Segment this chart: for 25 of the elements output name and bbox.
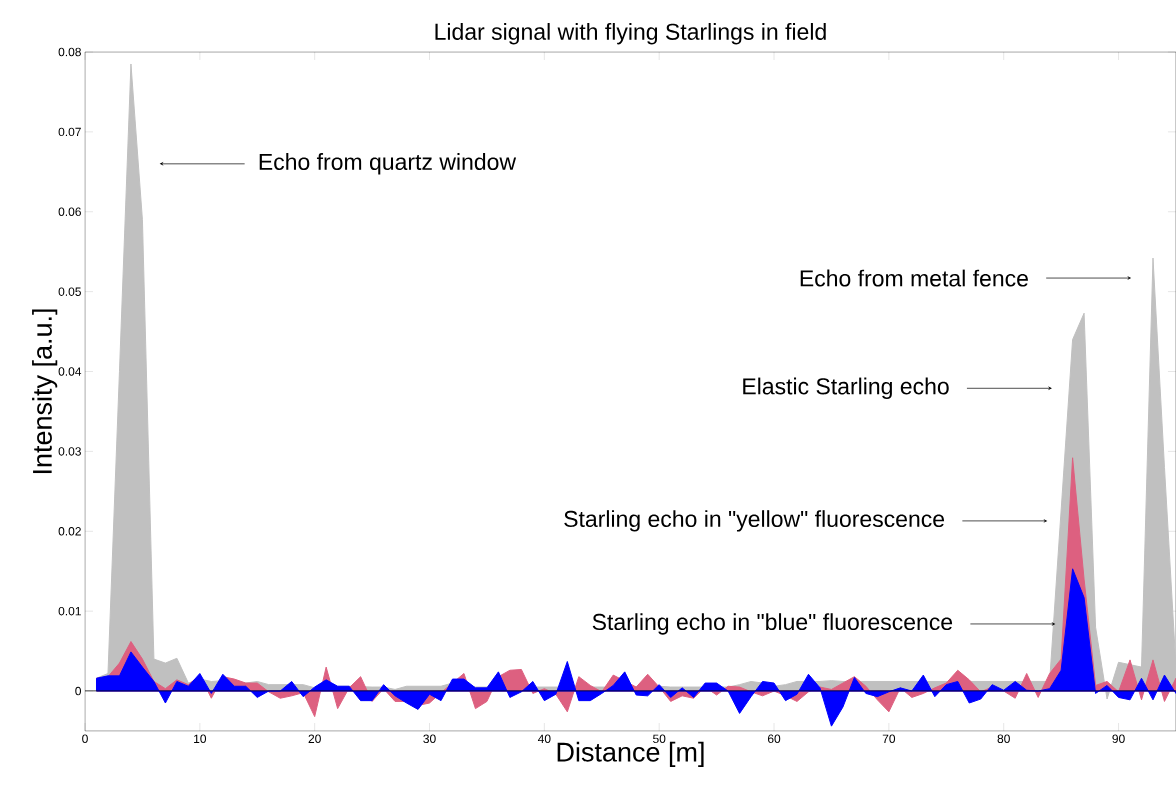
y-tick-label: 0.02 <box>58 527 81 536</box>
x-tick-label: 90 <box>1112 734 1125 744</box>
y-tick-label: 0.05 <box>58 287 81 296</box>
annotation: Elastic Starling echo <box>743 377 949 400</box>
x-tick-label: 10 <box>194 734 207 744</box>
x-tick-label: 50 <box>653 734 666 744</box>
x-tick-label: 30 <box>423 734 436 744</box>
y-tick-label: 0.04 <box>58 367 82 376</box>
x-tick-label: 60 <box>767 734 781 744</box>
chart-title: Lidar signal with flying Starlings in field <box>435 23 826 45</box>
annotation: Echo from quartz window <box>259 153 517 175</box>
x-tick-label: 80 <box>997 734 1010 744</box>
annotation: Starling echo in "blue" fluorescence <box>592 613 953 635</box>
annotation: Starling echo in "yellow" fluorescence <box>564 510 945 532</box>
y-tick-label: 0.08 <box>58 47 81 57</box>
x-tick-label: 40 <box>537 734 551 744</box>
x-tick-label: 70 <box>882 734 896 744</box>
y-tick-label: 0 <box>75 686 82 696</box>
annotation: Echo from metal fence <box>800 269 1028 287</box>
y-tick-label: 0.01 <box>58 606 81 616</box>
x-tick-label: 20 <box>308 734 321 744</box>
y-tick-label: 0.07 <box>58 127 81 137</box>
y-tick-label: 0.06 <box>58 207 81 216</box>
y-axis-title: Intensity [a.u.] <box>32 309 58 474</box>
y-tick-label: 0.03 <box>58 447 81 456</box>
